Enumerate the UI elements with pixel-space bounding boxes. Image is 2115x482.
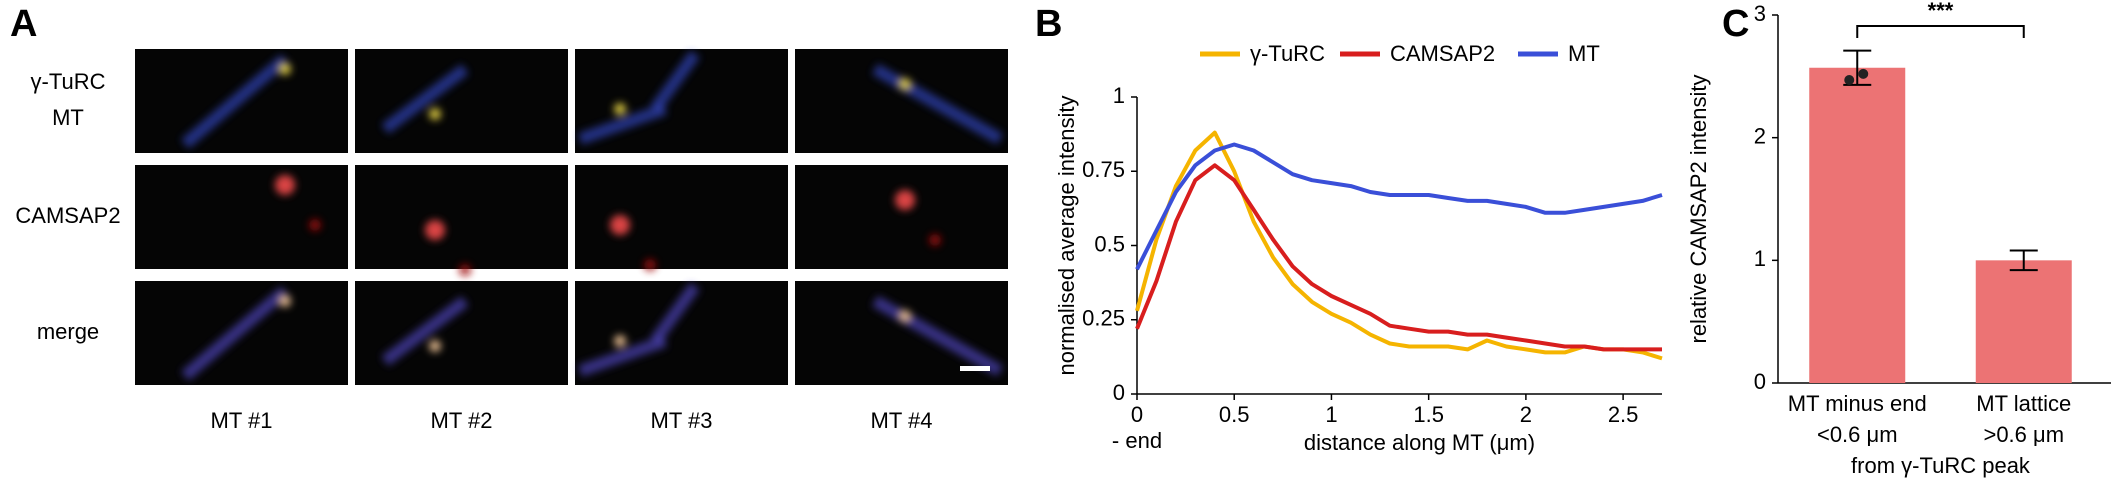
spot — [929, 234, 941, 246]
spot — [899, 78, 911, 90]
spot — [644, 259, 656, 271]
micrograph — [575, 165, 788, 269]
spot — [459, 264, 471, 276]
x-axis-label: from γ-TuRC peak — [1851, 453, 2031, 478]
y-tick-label: 0.5 — [1094, 231, 1125, 256]
panel-label: C — [1722, 3, 1749, 45]
signal — [610, 215, 656, 271]
spot — [309, 219, 321, 231]
y-tick-label: 2 — [1754, 123, 1766, 148]
x-axis-label: distance along MT (μm) — [1304, 430, 1535, 455]
y-tick-label: 1 — [1754, 246, 1766, 271]
signal — [381, 296, 469, 366]
y-tick-label: 1 — [1113, 83, 1125, 108]
x-tick-label: 1.5 — [1413, 402, 1444, 427]
y-tick-label: 0.75 — [1082, 157, 1125, 182]
spot — [899, 310, 911, 322]
spot — [610, 215, 630, 235]
spot — [279, 63, 291, 75]
filament — [872, 63, 1003, 145]
x-tick-label: 0.5 — [1219, 402, 1250, 427]
micrograph — [795, 165, 1008, 269]
filament — [578, 103, 667, 145]
column-label: MT #3 — [651, 408, 713, 433]
x-tick-label: 1 — [1325, 402, 1337, 427]
scale-bar — [960, 366, 990, 371]
micrograph — [135, 165, 348, 269]
row-label: MT — [52, 105, 84, 130]
spot — [279, 295, 291, 307]
filament — [381, 64, 469, 134]
signal — [181, 54, 291, 149]
microscopy-grid: γ-TuRC MT CAMSAP2 merge MT #1 MT #2 MT #3 MT #4 — [15, 49, 1008, 433]
y-tick-label: 3 — [1754, 1, 1766, 26]
signal — [425, 220, 471, 276]
column-label: MT #2 — [431, 408, 493, 433]
signal — [895, 190, 941, 246]
x-tick-label: 0 — [1131, 402, 1143, 427]
spot — [614, 335, 626, 347]
spot — [429, 340, 441, 352]
data-point — [1844, 75, 1855, 86]
signal — [872, 295, 1003, 377]
bar — [1809, 67, 1906, 383]
spot — [895, 190, 915, 210]
x-tick-label: 2.5 — [1608, 402, 1639, 427]
micrograph — [795, 49, 1008, 153]
signal — [578, 50, 700, 145]
y-tick-label: 0 — [1754, 369, 1766, 394]
error-bar — [1843, 49, 1872, 86]
signal — [578, 282, 700, 377]
column-label: MT #1 — [211, 408, 273, 433]
spot — [425, 220, 445, 240]
row-label: γ-TuRC — [31, 69, 106, 94]
legend-label: γ-TuRC — [1250, 41, 1325, 66]
panel-label: B — [1035, 3, 1062, 45]
y-tick-label: 0.25 — [1082, 306, 1125, 331]
legend-label: MT — [1568, 41, 1600, 66]
y-axis-label: relative CAMSAP2 intensity — [1686, 75, 1711, 344]
spot — [614, 103, 626, 115]
filament — [650, 50, 700, 113]
data-line — [1135, 130, 1663, 361]
filament — [872, 295, 1003, 377]
x-tick-sublabel: >0.6 μm — [1983, 422, 2064, 447]
filament — [381, 296, 469, 366]
data-line — [1135, 142, 1663, 271]
x-tick-label: MT minus end — [1788, 391, 1927, 416]
error-bar — [2009, 249, 2038, 272]
data-line — [1135, 163, 1662, 352]
filament — [181, 286, 289, 381]
legend-label: CAMSAP2 — [1390, 41, 1495, 66]
filament — [650, 282, 700, 345]
panel-label: A — [10, 3, 37, 45]
signal — [872, 63, 1003, 145]
x-tick-label: MT lattice — [1976, 391, 2071, 416]
x-tick-sublabel: <0.6 μm — [1817, 422, 1898, 447]
filament — [578, 335, 667, 377]
y-tick-label: 0 — [1113, 380, 1125, 405]
x-origin-note: - end — [1112, 428, 1162, 453]
y-axis-label: normalised average intensity — [1054, 95, 1079, 375]
significance-bracket — [1856, 25, 2025, 38]
column-label: MT #4 — [871, 408, 933, 433]
micrograph — [355, 165, 568, 269]
row-label: CAMSAP2 — [15, 203, 120, 228]
signal — [275, 175, 321, 231]
filament — [181, 54, 289, 149]
spot — [275, 175, 295, 195]
significance-label: *** — [1928, 0, 1954, 23]
bar — [1975, 260, 2072, 383]
data-point — [1858, 68, 1869, 79]
spot — [429, 108, 441, 120]
signal — [181, 286, 291, 381]
signal — [381, 64, 469, 134]
x-tick-label: 2 — [1520, 402, 1532, 427]
row-label: merge — [37, 319, 99, 344]
